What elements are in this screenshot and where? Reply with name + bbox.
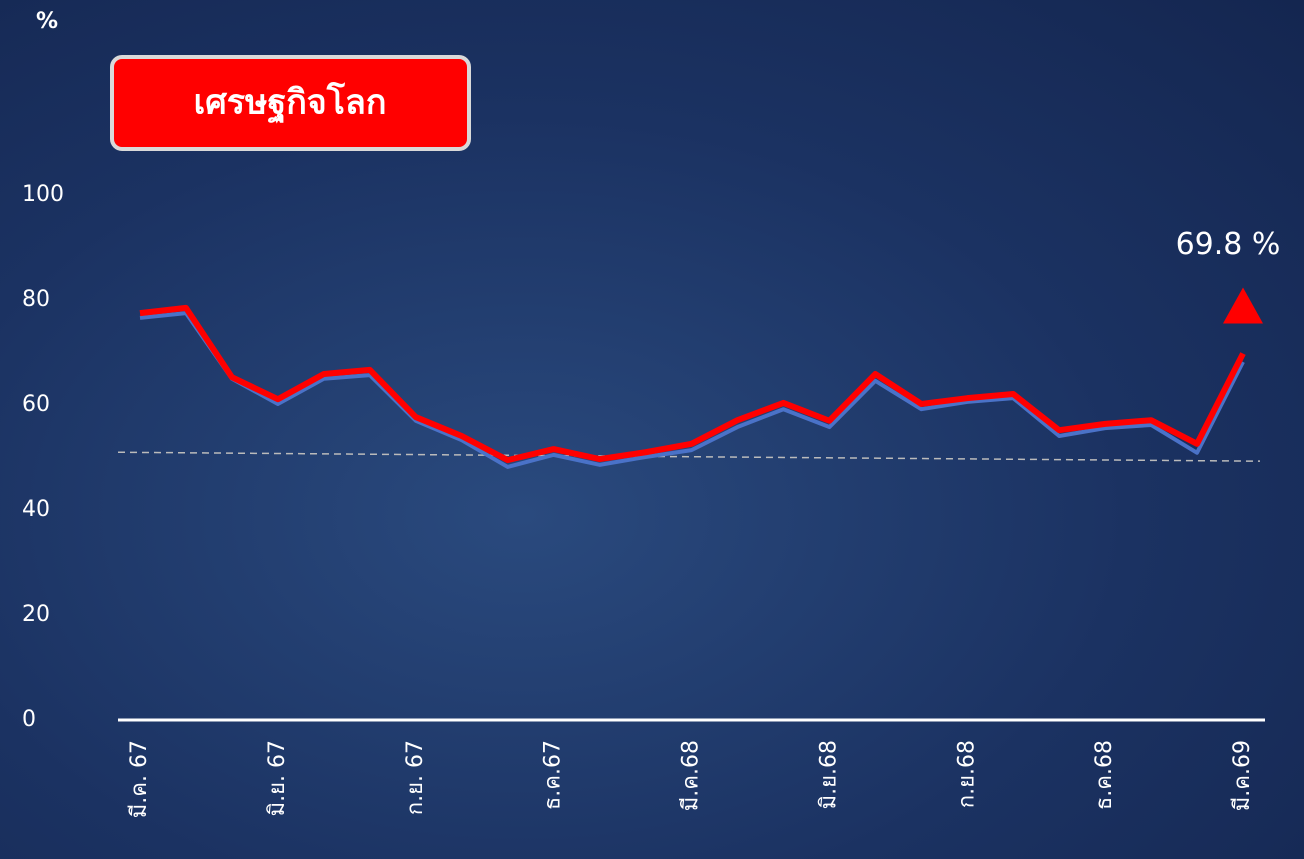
x-tick-label: มี.ค.69 <box>1230 740 1255 811</box>
y-tick-label: 60 <box>22 392 50 417</box>
x-tick-label: ก.ย.68 <box>954 740 979 808</box>
y-tick-label: 0 <box>22 707 36 732</box>
x-tick-label: มี.ค. 67 <box>127 740 152 818</box>
value-label: 69.8 % <box>1176 227 1281 262</box>
y-tick-label: 100 <box>22 182 64 207</box>
up-triangle <box>1223 287 1263 324</box>
y-tick-label: 40 <box>22 497 50 522</box>
line-series <box>139 311 1245 469</box>
y-tick-label: 20 <box>22 602 50 627</box>
x-tick-label: มิ.ย. 67 <box>265 740 290 816</box>
line-series <box>139 304 1246 464</box>
x-tick-label: มี.ค.68 <box>679 740 704 811</box>
chart-title: เศรษฐกิจโลก <box>194 82 387 125</box>
y-axis-label: % <box>36 9 58 34</box>
y-tick-label: 80 <box>22 287 50 312</box>
x-tick-label: ธ.ค.67 <box>541 740 566 810</box>
trend-line <box>117 451 1261 462</box>
x-tick-label: ธ.ค.68 <box>1092 740 1117 810</box>
x-tick-label: ก.ย. 67 <box>403 740 428 815</box>
title-box <box>110 55 471 151</box>
x-tick-label: มิ.ย.68 <box>816 740 841 809</box>
